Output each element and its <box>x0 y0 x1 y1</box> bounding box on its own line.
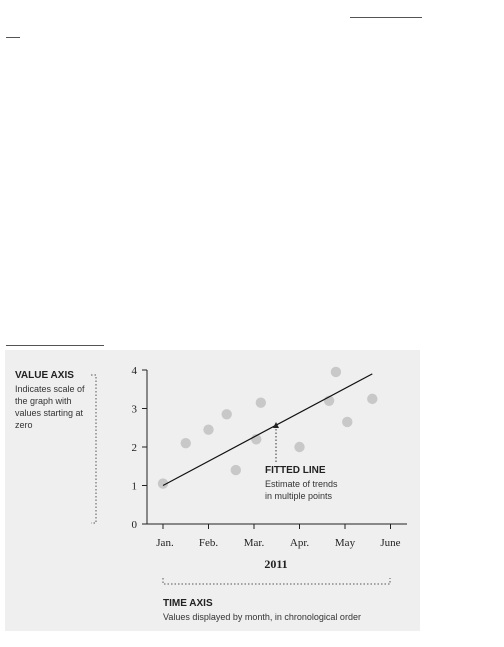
data-point <box>255 397 267 408</box>
data-point <box>330 366 342 378</box>
fitted-line-arrowhead <box>273 422 279 428</box>
fitted-line-group <box>162 373 373 487</box>
time-axis-desc: Values displayed by month, in chronologi… <box>163 612 361 622</box>
y-tick-label: 2 <box>132 442 138 454</box>
value-axis-desc-line-4: zero <box>15 420 33 430</box>
top-link-continuation[interactable] <box>6 30 20 38</box>
time-axis-bracket <box>162 578 391 585</box>
data-point <box>221 409 232 420</box>
chart-figure: VALUE AXIS Indicates scale of the graph … <box>5 350 420 631</box>
data-point <box>180 437 191 449</box>
data-point <box>367 393 378 405</box>
x-tick-label: Apr. <box>290 537 310 549</box>
x-tick-label: May <box>335 537 356 549</box>
y-tick-label: 1 <box>132 481 138 493</box>
figure-link[interactable] <box>6 340 104 346</box>
y-ticks: 0 1 2 3 4 <box>132 365 147 531</box>
data-point <box>203 424 214 435</box>
x-tick-label: Jan. <box>156 537 174 549</box>
data-point <box>157 478 169 489</box>
x-axis-label: 2011 <box>264 557 287 571</box>
value-axis-desc-line-1: Indicates scale of <box>15 384 85 394</box>
time-axis-title: TIME AXIS <box>163 598 213 609</box>
fitted-line <box>162 373 373 487</box>
data-point <box>342 416 353 428</box>
data-point <box>230 464 241 476</box>
x-tick-label: Mar. <box>244 537 265 549</box>
fitted-line-desc-line-2: in multiple points <box>265 491 333 501</box>
value-axis-title: VALUE AXIS <box>15 370 74 381</box>
value-axis-desc-line-3: values starting at <box>15 408 84 418</box>
chart-svg: VALUE AXIS Indicates scale of the graph … <box>15 365 407 622</box>
x-tick-label: June <box>380 537 400 549</box>
value-axis-desc-line-2: the graph with <box>15 396 72 406</box>
value-axis-bracket <box>91 374 97 524</box>
fitted-line-title: FITTED LINE <box>265 465 326 476</box>
y-tick-label: 0 <box>132 519 138 531</box>
y-tick-label: 3 <box>132 404 138 416</box>
x-tick-label: Feb. <box>199 537 219 549</box>
y-tick-label: 4 <box>132 365 138 377</box>
top-link[interactable] <box>350 8 422 18</box>
data-point <box>294 441 305 453</box>
x-ticks: Jan. Feb. Mar. Apr. May June <box>156 524 401 549</box>
fitted-line-desc-line-1: Estimate of trends <box>265 479 338 489</box>
